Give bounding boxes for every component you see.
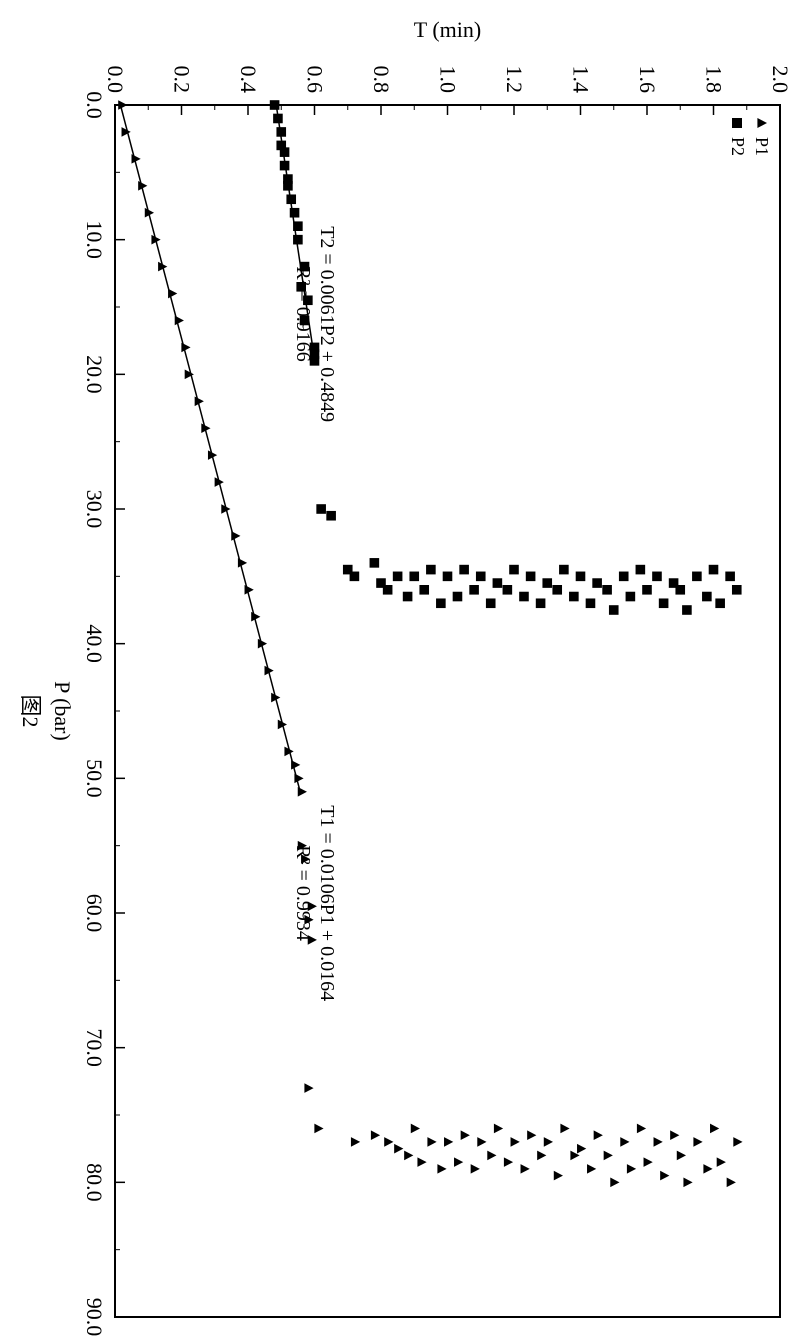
svg-text:1.2: 1.2	[502, 66, 527, 94]
svg-text:2.0: 2.0	[768, 66, 793, 94]
svg-text:40.0: 40.0	[82, 624, 107, 663]
svg-text:60.0: 60.0	[82, 894, 107, 933]
svg-text:0.4: 0.4	[236, 66, 261, 94]
svg-text:80.0: 80.0	[82, 1163, 107, 1202]
chart-container: 0.0 10.0 20.0 30.0 40.0 50.0 60.0 70.0 80.0 90.0 P…	[0, 0, 800, 1342]
scatter-chart: 0.0 10.0 20.0 30.0 40.0 50.0 60.0 70.0 80.0 90.0 P…	[0, 0, 800, 1342]
svg-text:0.2: 0.2	[170, 66, 195, 94]
svg-text:90.0: 90.0	[82, 1298, 107, 1337]
svg-text:P1: P1	[752, 137, 772, 156]
svg-text:50.0: 50.0	[82, 759, 107, 798]
svg-text:0.0: 0.0	[103, 66, 128, 94]
svg-text:0.0: 0.0	[82, 91, 107, 119]
svg-text:1.0: 1.0	[436, 66, 461, 94]
svg-text:1.4: 1.4	[569, 66, 594, 94]
svg-text:70.0: 70.0	[82, 1028, 107, 1067]
svg-text:P2: P2	[728, 137, 748, 156]
svg-text:T1 = 0.0106P1 + 0.0164: T1 = 0.0106P1 + 0.0164	[316, 805, 338, 1001]
svg-text:1.6: 1.6	[635, 66, 660, 94]
svg-text:0.8: 0.8	[369, 66, 394, 94]
svg-text:T2 = 0.0061P2 + 0.4849: T2 = 0.0061P2 + 0.4849	[316, 226, 338, 422]
svg-text:0.6: 0.6	[303, 66, 328, 94]
svg-text:R² = 0.9934: R² = 0.9934	[292, 845, 314, 941]
svg-text:1.8: 1.8	[702, 66, 727, 94]
svg-text:图2: 图2	[18, 694, 43, 727]
svg-text:R² = 0.9166: R² = 0.9166	[292, 266, 314, 362]
svg-text:10.0: 10.0	[82, 220, 107, 259]
svg-text:20.0: 20.0	[82, 355, 107, 394]
svg-text:T (min): T (min)	[414, 17, 481, 42]
svg-text:30.0: 30.0	[82, 490, 107, 529]
svg-text:P (bar): P (bar)	[50, 681, 75, 741]
